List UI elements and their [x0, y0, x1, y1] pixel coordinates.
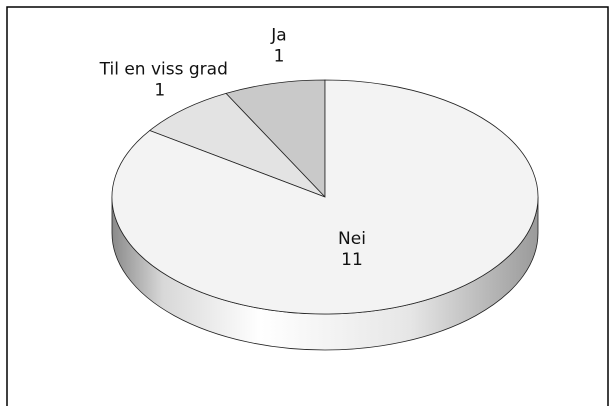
- slice: [225, 79, 326, 198]
- slice-label: Til en viss grad: [99, 59, 228, 79]
- slice: [148, 92, 326, 198]
- slice-label: Nei: [338, 229, 366, 249]
- slice: [111, 79, 539, 315]
- slice-label: Ja: [270, 25, 286, 45]
- frame: [6, 6, 609, 406]
- slice-value: 1: [274, 46, 285, 66]
- slice-value: 1: [154, 80, 165, 100]
- slice-value: 11: [341, 250, 363, 270]
